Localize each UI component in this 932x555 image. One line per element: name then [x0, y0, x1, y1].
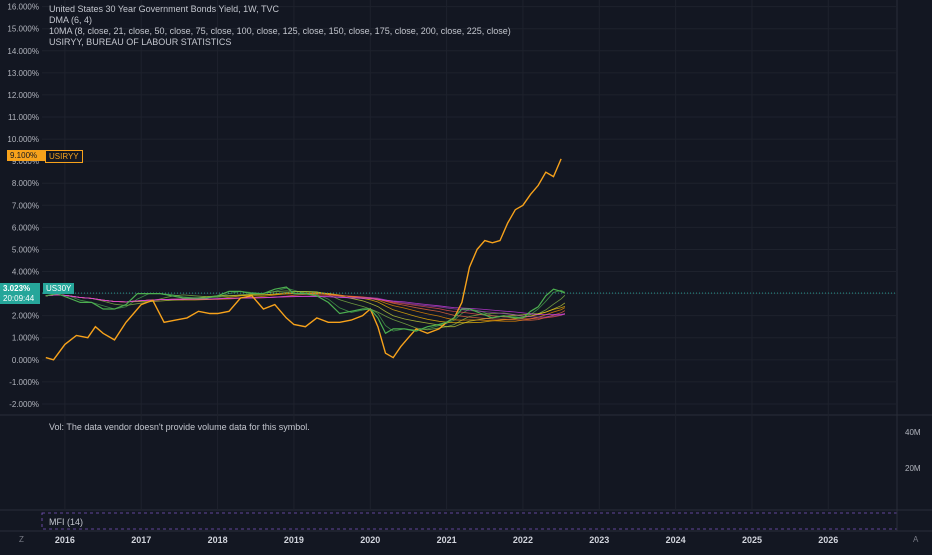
y-tick-label: 15.000% — [7, 25, 39, 34]
axis-layer: 2016 2017 2018 2019 2020 2021 2022 2023 2024 2025… — [7, 3, 920, 545]
y-tick-label: 13.000% — [7, 69, 39, 78]
x-tick-label: 2022 — [513, 535, 533, 545]
mfi-band — [41, 512, 898, 530]
x-tick-label: 2023 — [589, 535, 609, 545]
y-tick-label: 4.000% — [12, 268, 39, 277]
y-tick-label: 0.000% — [12, 356, 39, 365]
usiryy-symbol-badge: USIRYY — [45, 150, 83, 163]
y-tick-label: 7.000% — [12, 201, 39, 210]
y-tick-label: 14.000% — [7, 47, 39, 56]
x-tick-label: 2026 — [818, 535, 838, 545]
usiryy-value-badge: 9.100% — [7, 150, 45, 161]
x-tick-label: 2016 — [55, 535, 75, 545]
y-tick-label: 5.000% — [12, 245, 39, 254]
auto-scale-button[interactable]: A — [913, 535, 919, 544]
grid-layer — [0, 0, 932, 532]
y-tick-label: 8.000% — [12, 179, 39, 188]
volume-note: Vol: The data vendor doesn't provide vol… — [49, 422, 310, 432]
y-tick-label: 16.000% — [7, 3, 39, 12]
x-tick-label: 2018 — [208, 535, 228, 545]
legend: United States 30 Year Government Bonds Y… — [49, 4, 511, 48]
y-tick-label: 10.000% — [7, 135, 39, 144]
x-tick-label: 2025 — [742, 535, 762, 545]
x-tick-label: 2021 — [437, 535, 457, 545]
y-tick-label: 12.000% — [7, 91, 39, 100]
x-tick-label: 2024 — [666, 535, 686, 545]
us30y-value-badge: 3.023% — [0, 283, 40, 294]
volume-tick-label: 20M — [905, 464, 921, 473]
x-tick-label: 2017 — [131, 535, 151, 545]
usiryy-line — [45, 158, 562, 361]
series-layer — [42, 158, 897, 361]
y-tick-label: 1.000% — [12, 334, 39, 343]
x-tick-label: 2020 — [360, 535, 380, 545]
us30y-countdown-badge: 20:09:44 — [0, 293, 40, 304]
legend-10ma[interactable]: 10MA (8, close, 21, close, 50, close, 75… — [49, 26, 511, 36]
legend-usiryy[interactable]: USIRYY, BUREAU OF LABOUR STATISTICS — [49, 37, 232, 47]
y-tick-label: 2.000% — [12, 312, 39, 321]
legend-title[interactable]: United States 30 Year Government Bonds Y… — [49, 4, 279, 14]
mfi-label[interactable]: MFI (14) — [49, 517, 84, 527]
y-tick-label: -2.000% — [9, 400, 39, 409]
us30y-line — [45, 286, 566, 335]
legend-dma[interactable]: DMA (6, 4) — [49, 15, 93, 25]
y-tick-label: 6.000% — [12, 223, 39, 232]
us30y-symbol-badge: US30Y — [43, 283, 75, 294]
zoom-reset-button[interactable]: Z — [19, 535, 24, 544]
y-tick-label: -1.000% — [9, 378, 39, 387]
x-tick-label: 2019 — [284, 535, 304, 545]
volume-tick-label: 40M — [905, 428, 921, 437]
moving-average-line — [45, 294, 565, 316]
y-tick-label: 11.000% — [8, 113, 39, 122]
y-tick-label: 9.000% — [12, 157, 39, 166]
